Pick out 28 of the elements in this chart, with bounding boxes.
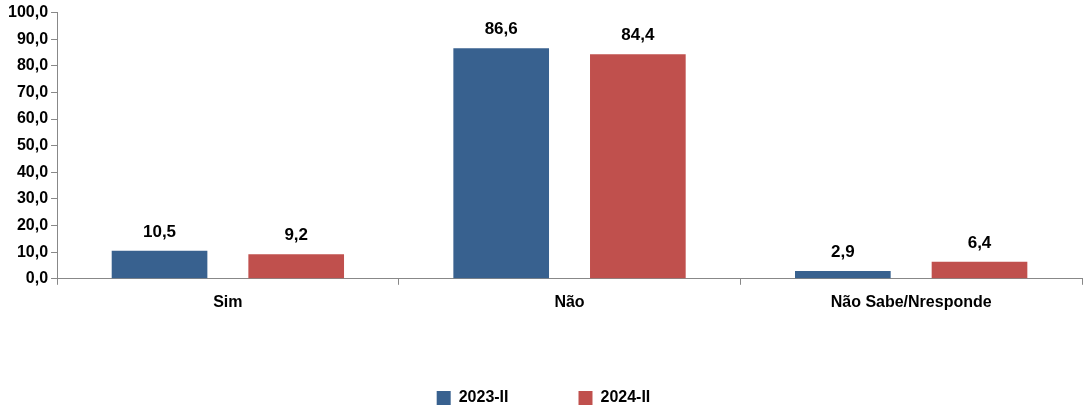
bar: [248, 254, 345, 279]
y-tick-label: 100,0: [7, 3, 49, 21]
bar: [111, 250, 208, 279]
y-tick-label: 30,0: [16, 189, 49, 207]
y-tick-label: 80,0: [16, 56, 49, 74]
bar: [795, 271, 891, 279]
x-tick-label: Não Sabe/Nresponde: [830, 292, 992, 310]
y-tick-label: 60,0: [16, 109, 49, 127]
data-label: 2,9: [831, 242, 855, 262]
x-tick-label: Não: [554, 292, 585, 310]
legend-label: 2023-II: [458, 388, 509, 406]
data-label: 84,4: [621, 25, 655, 45]
bar: [590, 54, 686, 279]
y-tick-label: 90,0: [16, 29, 49, 47]
legend-label: 2024-II: [600, 388, 651, 406]
y-tick-label: 20,0: [16, 215, 49, 233]
y-tick-label: 40,0: [16, 162, 49, 180]
data-label: 10,5: [142, 222, 177, 242]
data-label: 86,6: [484, 19, 518, 39]
x-tick-label: Sim: [213, 292, 243, 310]
y-tick-label: 70,0: [16, 82, 49, 100]
bar: [931, 261, 1028, 279]
y-tick-label: 10,0: [16, 242, 49, 260]
bar: [453, 48, 550, 279]
y-tick-label: 0,0: [25, 269, 49, 287]
data-label: 6,4: [967, 232, 992, 252]
data-label: 9,2: [284, 225, 309, 245]
y-tick-label: 50,0: [16, 136, 49, 154]
